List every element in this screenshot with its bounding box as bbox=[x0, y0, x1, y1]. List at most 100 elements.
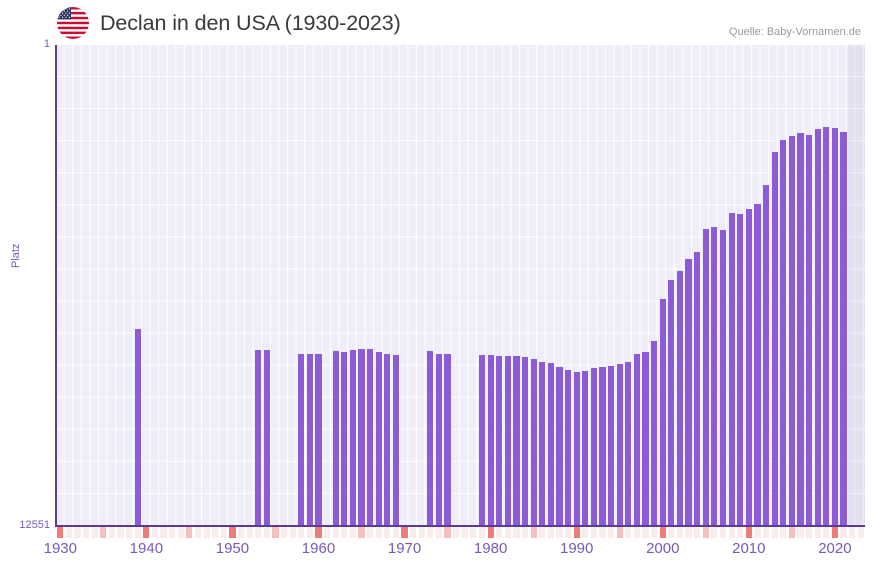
x-axis-label: 1950 bbox=[215, 540, 250, 557]
bar[interactable] bbox=[616, 364, 623, 526]
bar[interactable] bbox=[840, 131, 847, 526]
source-attribution: Quelle: Baby-Vornamen.de bbox=[728, 26, 861, 38]
bar[interactable] bbox=[694, 251, 701, 526]
x-axis-tick bbox=[728, 527, 735, 538]
bar[interactable] bbox=[444, 354, 451, 526]
bar[interactable] bbox=[599, 366, 606, 526]
x-axis-tick bbox=[392, 527, 400, 538]
bar[interactable] bbox=[788, 136, 795, 526]
bar[interactable] bbox=[496, 355, 503, 526]
x-axis-tick bbox=[349, 527, 356, 538]
plot-area bbox=[56, 45, 865, 526]
bar[interactable] bbox=[831, 128, 838, 526]
bar[interactable] bbox=[780, 139, 787, 526]
x-axis-tick bbox=[453, 527, 460, 538]
bar[interactable] bbox=[255, 350, 262, 526]
x-axis-tick bbox=[848, 527, 856, 538]
bar[interactable] bbox=[487, 354, 494, 526]
bar[interactable] bbox=[392, 355, 400, 526]
x-axis-tick bbox=[478, 527, 486, 538]
bar[interactable] bbox=[573, 371, 580, 526]
x-axis-tick bbox=[134, 527, 141, 538]
x-axis-tick bbox=[169, 527, 176, 538]
bar[interactable] bbox=[805, 134, 813, 526]
x-axis-tick bbox=[702, 527, 709, 538]
x-axis-tick bbox=[143, 527, 150, 538]
bar[interactable] bbox=[582, 370, 589, 526]
bar[interactable] bbox=[556, 366, 563, 526]
x-axis-tick bbox=[599, 527, 606, 538]
x-axis-tick bbox=[762, 527, 770, 538]
bar[interactable] bbox=[676, 271, 684, 526]
bar[interactable] bbox=[504, 356, 511, 526]
bar[interactable] bbox=[341, 352, 348, 526]
bar[interactable] bbox=[771, 151, 778, 526]
x-axis-tick bbox=[427, 527, 434, 538]
bar[interactable] bbox=[332, 351, 339, 526]
x-axis-tick bbox=[780, 527, 787, 538]
x-axis-tick bbox=[564, 527, 572, 538]
bar[interactable] bbox=[513, 356, 520, 526]
x-axis-tick bbox=[530, 527, 537, 538]
x-axis-tick bbox=[814, 527, 821, 538]
x-axis-tick bbox=[642, 527, 649, 538]
bar[interactable] bbox=[762, 185, 770, 526]
bar[interactable] bbox=[702, 228, 709, 526]
x-axis-tick bbox=[513, 527, 520, 538]
x-axis-label: 1960 bbox=[301, 540, 336, 557]
bar[interactable] bbox=[608, 366, 615, 526]
bar[interactable] bbox=[384, 353, 391, 526]
x-axis-tick bbox=[857, 527, 864, 538]
x-axis-label: 1930 bbox=[43, 540, 77, 557]
bar[interactable] bbox=[521, 356, 529, 526]
bar[interactable] bbox=[754, 204, 761, 526]
bar[interactable] bbox=[263, 350, 270, 526]
y-axis-top-label: 1 bbox=[43, 38, 50, 50]
bar[interactable] bbox=[478, 354, 486, 526]
bar[interactable] bbox=[530, 359, 537, 526]
x-axis-tick bbox=[401, 527, 408, 538]
bar[interactable] bbox=[719, 230, 727, 526]
bar[interactable] bbox=[711, 227, 718, 526]
bar[interactable] bbox=[375, 351, 382, 526]
x-axis-tick bbox=[194, 527, 202, 538]
bar[interactable] bbox=[685, 259, 692, 526]
bar[interactable] bbox=[737, 213, 744, 526]
bar[interactable] bbox=[668, 279, 675, 526]
bar[interactable] bbox=[435, 353, 443, 526]
x-axis-tick-strip bbox=[56, 527, 865, 538]
bar[interactable] bbox=[306, 353, 313, 526]
bar[interactable] bbox=[315, 353, 322, 526]
bar[interactable] bbox=[625, 361, 632, 526]
bar[interactable] bbox=[298, 353, 305, 526]
bar[interactable] bbox=[745, 209, 752, 526]
x-axis-tick bbox=[840, 527, 847, 538]
bar[interactable] bbox=[823, 126, 830, 526]
x-axis-tick bbox=[306, 527, 313, 538]
x-axis-tick bbox=[461, 527, 468, 538]
bar[interactable] bbox=[539, 361, 546, 526]
x-axis-tick bbox=[823, 527, 830, 538]
bar[interactable] bbox=[642, 352, 649, 526]
bar[interactable] bbox=[814, 129, 821, 526]
bar[interactable] bbox=[633, 353, 641, 526]
forecast-shade-region bbox=[847, 45, 865, 526]
bar[interactable] bbox=[728, 212, 735, 526]
bar[interactable] bbox=[547, 363, 554, 526]
x-axis-label: 2010 bbox=[732, 540, 766, 557]
bar[interactable] bbox=[349, 349, 356, 526]
bar[interactable] bbox=[659, 298, 666, 526]
bar[interactable] bbox=[427, 351, 434, 526]
bar[interactable] bbox=[564, 370, 572, 526]
bar[interactable] bbox=[134, 328, 141, 526]
x-axis-label: 1980 bbox=[473, 540, 508, 557]
page-title: Declan in den USA (1930-2023) bbox=[100, 11, 401, 35]
x-axis-tick bbox=[659, 527, 666, 538]
bar[interactable] bbox=[358, 349, 365, 526]
bar[interactable] bbox=[651, 341, 658, 526]
bar[interactable] bbox=[797, 133, 804, 526]
bar[interactable] bbox=[590, 368, 597, 526]
bar[interactable] bbox=[367, 348, 374, 526]
x-axis-tick bbox=[435, 527, 443, 538]
y-axis-line bbox=[55, 45, 57, 527]
